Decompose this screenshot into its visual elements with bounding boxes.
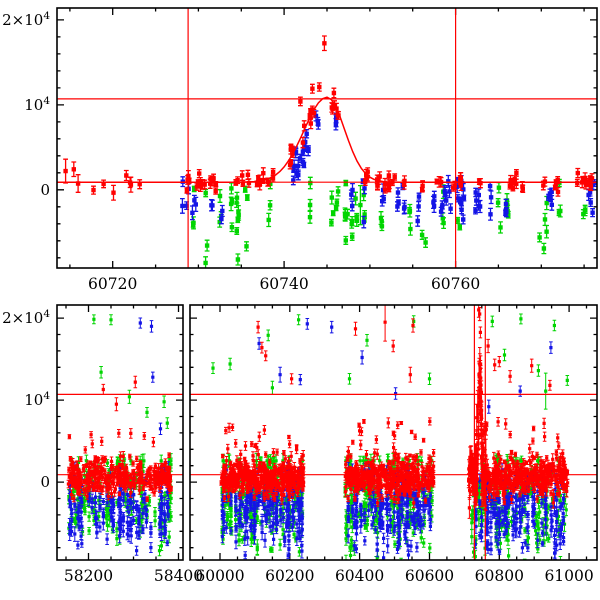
series-blue-errorbars xyxy=(180,110,597,229)
axis-ticks xyxy=(57,305,183,560)
bottom-left-frame xyxy=(56,304,184,561)
series-red-markers xyxy=(63,41,595,195)
bottom-right-panel: 60000 60200 60400 60600 60800 61000 xyxy=(189,304,598,585)
bottom-right-reference-lines xyxy=(190,305,597,560)
flare-model-curve xyxy=(57,96,597,183)
y-tick-label: 104 xyxy=(24,95,50,114)
bottom-left-reference-lines xyxy=(57,393,183,476)
series-blue-markers xyxy=(180,113,597,225)
series-blue-markers xyxy=(220,322,566,560)
y-tick-label: 0 xyxy=(40,181,50,199)
top-frame xyxy=(56,7,598,269)
bottom-right-frame xyxy=(189,304,598,561)
x-tick-label: 60720 xyxy=(88,275,137,293)
x-tick-label: 60740 xyxy=(259,275,308,293)
top-reference-lines xyxy=(57,8,597,268)
x-tick-label: 60800 xyxy=(475,567,524,585)
x-tick-label: 60760 xyxy=(431,275,480,293)
series-blue-markers xyxy=(68,321,170,553)
series-red-errorbars xyxy=(63,35,595,201)
y-tick-label: 2×104 xyxy=(2,308,50,327)
top-panel: 60720 60740 60760 0 104 2×104 xyxy=(2,7,598,293)
x-tick-label: 60000 xyxy=(195,567,244,585)
x-tick-label: 60200 xyxy=(265,567,314,585)
series-red-markers xyxy=(219,308,570,510)
x-tick-label: 61000 xyxy=(544,567,593,585)
series-green-markers xyxy=(191,180,588,266)
x-tick-label: 60400 xyxy=(335,567,384,585)
bottom-right-series xyxy=(211,305,570,560)
top-series xyxy=(63,35,597,268)
series-red-markers xyxy=(66,380,173,501)
axis-ticks xyxy=(190,305,597,560)
x-tick-label: 60600 xyxy=(405,567,454,585)
y-tick-label: 0 xyxy=(40,473,50,491)
x-tick-label: 58200 xyxy=(64,567,113,585)
bottom-left-panel: 58200 58400 0 104 2×104 xyxy=(2,304,203,585)
y-tick-label: 104 xyxy=(24,390,50,409)
y-tick-label: 2×104 xyxy=(2,10,50,29)
bottom-left-series xyxy=(66,314,173,557)
x-tick-label: 58400 xyxy=(154,567,203,585)
axis-ticks xyxy=(57,8,597,268)
